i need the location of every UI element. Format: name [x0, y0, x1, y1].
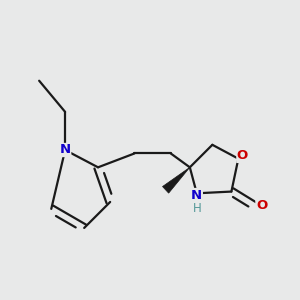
Polygon shape [163, 167, 190, 193]
Text: O: O [256, 199, 267, 212]
Text: O: O [237, 149, 248, 162]
Text: H: H [192, 202, 201, 215]
Text: N: N [60, 143, 71, 157]
Text: N: N [191, 188, 202, 202]
